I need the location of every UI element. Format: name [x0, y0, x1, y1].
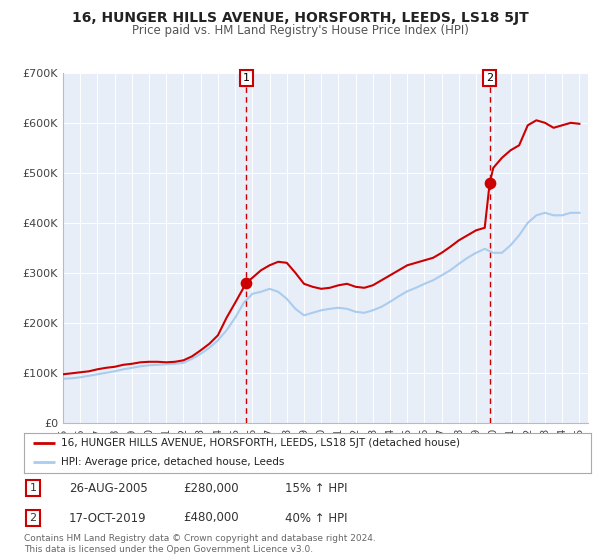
Text: This data is licensed under the Open Government Licence v3.0.: This data is licensed under the Open Gov… [24, 545, 313, 554]
Text: 16, HUNGER HILLS AVENUE, HORSFORTH, LEEDS, LS18 5JT (detached house): 16, HUNGER HILLS AVENUE, HORSFORTH, LEED… [61, 438, 460, 448]
Text: Contains HM Land Registry data © Crown copyright and database right 2024.: Contains HM Land Registry data © Crown c… [24, 534, 376, 543]
Text: 1: 1 [29, 483, 37, 493]
Text: 17-OCT-2019: 17-OCT-2019 [69, 511, 146, 525]
Text: 40% ↑ HPI: 40% ↑ HPI [285, 511, 347, 525]
Text: 16, HUNGER HILLS AVENUE, HORSFORTH, LEEDS, LS18 5JT: 16, HUNGER HILLS AVENUE, HORSFORTH, LEED… [71, 11, 529, 25]
Text: Price paid vs. HM Land Registry's House Price Index (HPI): Price paid vs. HM Land Registry's House … [131, 24, 469, 36]
Text: HPI: Average price, detached house, Leeds: HPI: Average price, detached house, Leed… [61, 457, 284, 467]
Text: 2: 2 [29, 513, 37, 523]
Text: 1: 1 [243, 73, 250, 83]
Text: £480,000: £480,000 [183, 511, 239, 525]
Text: 26-AUG-2005: 26-AUG-2005 [69, 482, 148, 495]
Point [485, 178, 494, 187]
Text: £280,000: £280,000 [183, 482, 239, 495]
Text: 2: 2 [486, 73, 493, 83]
Point [242, 278, 251, 287]
Text: 15% ↑ HPI: 15% ↑ HPI [285, 482, 347, 495]
